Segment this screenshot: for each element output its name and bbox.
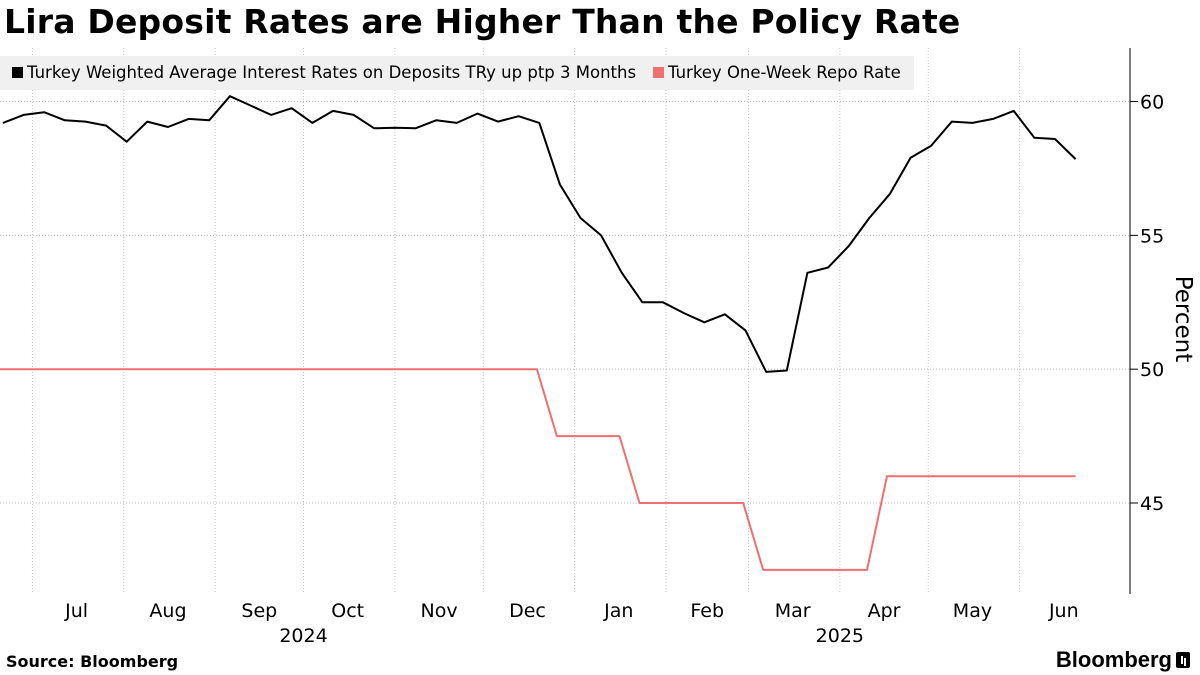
source-note: Source: Bloomberg [6,652,179,671]
chart-title: Lira Deposit Rates are Higher Than the P… [4,2,961,41]
x-tick-label: Feb [690,600,724,622]
x-tick-label: May [953,600,992,622]
series-line-2 [0,368,1076,571]
y-tick-label: 60 [1140,92,1164,114]
x-tick-label: Jun [1048,600,1079,622]
y-tick-label: 45 [1140,493,1164,515]
x-tick-label: Sep [241,600,277,622]
x-tick-label: Nov [421,600,458,622]
y-tick-label: 55 [1140,225,1164,247]
legend-swatch [653,67,664,78]
y-tick-label: 50 [1140,359,1164,381]
bloomberg-logo: Bloomberg [1056,647,1190,673]
x-tick-label: Apr [868,600,901,622]
legend-label: Turkey One-Week Repo Rate [667,63,901,82]
axes: 45 50 55 60 Jul Aug Sep Oct Nov Dec Jan Feb Mar Apr Ma… [64,48,1196,647]
legend-background [0,56,914,90]
x-tick-label: Jul [64,600,88,622]
bloomberg-mark-icon [1176,652,1190,668]
brand-name: Bloomberg [1055,647,1172,672]
gridlines [0,48,1130,594]
legend-label: Turkey Weighted Average Interest Rates o… [26,63,636,82]
series-line-1 [2,95,1077,373]
x-tick-label: Dec [509,600,546,622]
x-tick-label: Mar [775,600,811,622]
x-tick-label: Jan [603,600,633,622]
legend: Turkey Weighted Average Interest Rates o… [0,56,914,90]
series-lines [0,95,1077,571]
legend-swatch [12,67,23,78]
x-year-label: 2024 [279,625,327,647]
x-tick-label: Oct [331,600,364,622]
x-year-label: 2025 [816,625,864,647]
y-axis-label: Percent [1170,276,1196,363]
x-tick-label: Aug [149,600,186,622]
